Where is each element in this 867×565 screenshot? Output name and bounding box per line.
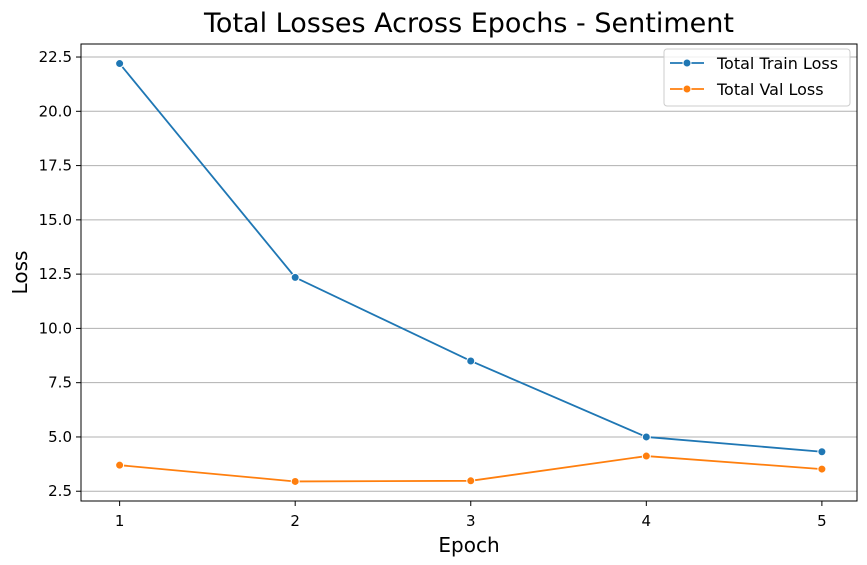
data-point (115, 460, 125, 470)
data-point (466, 476, 476, 486)
data-point (290, 272, 300, 282)
grid-layer (81, 56, 857, 492)
legend-marker (682, 84, 692, 94)
y-tick-label: 7.5 (48, 374, 72, 392)
x-tick-label: 1 (115, 512, 125, 530)
plot-frame (80, 43, 858, 502)
legend-box (663, 48, 851, 107)
data-point (641, 451, 651, 461)
x-tick-label: 3 (466, 512, 476, 530)
y-tick-label: 5.0 (48, 428, 72, 446)
chart-title: Total Losses Across Epochs - Sentiment (203, 8, 734, 39)
legend: Total Train Loss Total Val Loss (663, 48, 851, 107)
legend-label: Total Train Loss (716, 54, 838, 73)
x-tick-label: 2 (290, 512, 300, 530)
series-layer (115, 59, 827, 486)
x-tick-label: 4 (642, 512, 652, 530)
y-tick-label: 2.5 (48, 482, 72, 500)
data-point (817, 464, 827, 474)
y-tick-label: 20.0 (39, 102, 72, 120)
series-line-1 (118, 62, 822, 453)
data-point (817, 447, 827, 457)
x-axis-title: Epoch (438, 533, 499, 557)
data-point (290, 476, 300, 486)
data-point (466, 356, 476, 366)
y-tick-label: 17.5 (39, 157, 72, 175)
y-tick-label: 12.5 (39, 265, 72, 283)
y-tick-label: 22.5 (39, 48, 72, 66)
x-tick-label: 5 (817, 512, 827, 530)
legend-label: Total Val Loss (716, 80, 824, 99)
y-axis-title: Loss (8, 251, 32, 295)
legend-marker (682, 58, 692, 68)
data-point (115, 59, 125, 69)
data-point (641, 432, 651, 442)
y-tick-label: 10.0 (39, 319, 72, 337)
y-tick-label: 15.0 (39, 211, 72, 229)
axes-layer: 2.5 5.0 7.5 10.0 12.5 15.0 17.5 20.0 22.5 1 2 3 4 5 (39, 48, 827, 530)
